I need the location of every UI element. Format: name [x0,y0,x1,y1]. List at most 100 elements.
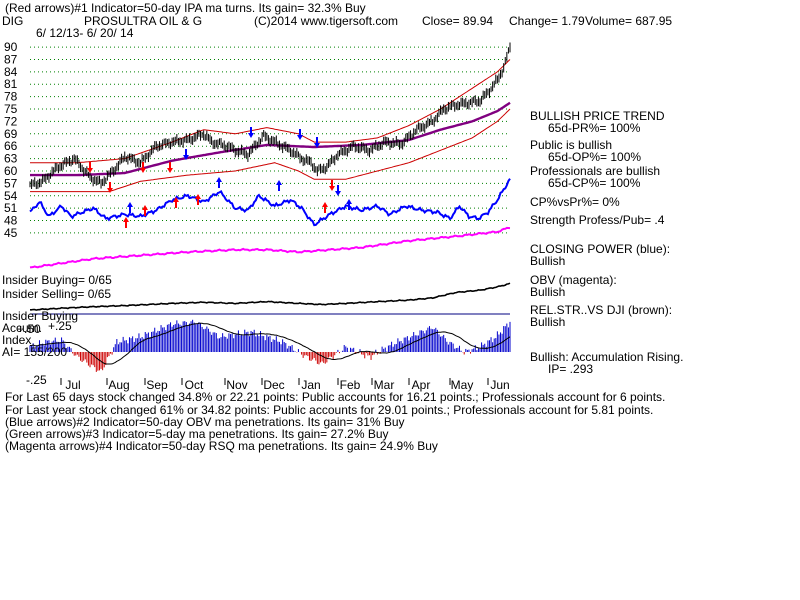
arrow-head [107,188,113,193]
arrow-head [322,202,328,207]
side-panel-line: Bullish [530,315,566,329]
side-panel-line: Public is bullish [530,138,613,152]
arrow-head [195,194,201,199]
buy-arrow-red [123,217,129,228]
arrow-head [123,217,129,222]
y-tick-label: 57 [4,176,18,190]
ticker-symbol: DIG [2,14,24,28]
y-tick-label: 51 [4,201,18,215]
y-tick-label: 90 [4,40,18,54]
side-panel-line: Professionals are bullish [530,164,661,178]
month-label: Oct [185,378,204,392]
copyright: (C)2014 www.tigersoft.com [254,14,399,28]
arrow-head [127,202,133,207]
arrow-head [216,177,222,182]
month-label: Jun [490,378,509,392]
y-tick-label: 75 [4,102,18,116]
month-label: Apr [412,378,431,392]
month-label: Jan [301,378,320,392]
sell-arrow-blue [314,137,320,148]
footer-indicator2: (Blue arrows)#2 Indicator=50-day OBV ma … [5,415,405,429]
indicator1-note: (Red arrows)#1 Indicator=50-day IPA ma t… [5,1,366,15]
side-panel-line: BULLISH PRICE TREND [530,109,665,123]
accum-plus50: +.50 [17,322,41,336]
sell-arrow-blue [248,127,254,138]
arrow-head [346,199,352,204]
footer-65-days: For Last 65 days stock changed 34.8% or … [5,390,666,404]
month-label: Jul [65,378,80,392]
arrow-head [297,135,303,140]
arrow-head [140,168,146,173]
y-tick-label: 78 [4,90,18,104]
insider-selling: Insider Selling= 0/65 [2,287,112,301]
relative-strength-line [30,282,511,311]
date-range: 6/ 12/13- 6/ 20/ 14 [36,26,134,40]
obv-line [29,226,511,269]
month-label: Feb [340,378,361,392]
buy-arrow-red [322,202,328,213]
ai-label: AI= 155/200 [2,345,68,359]
month-label: Dec [263,378,284,392]
month-label: May [451,378,474,392]
arrow-head [183,155,189,160]
y-tick-label: 87 [4,52,18,66]
side-panel-line: Strength Profess/Pub= .4 [530,213,665,227]
side-panel-line: CLOSING POWER (blue): [530,242,671,256]
volume: Volume= 687.95 [585,14,673,28]
footer-indicator4: (Magenta arrows)#4 Indicator=50-day RSQ … [5,439,438,453]
y-tick-label: 45 [4,226,18,240]
y-tick-label: 60 [4,164,18,178]
y-tick-label: 69 [4,127,18,141]
upper-band-line [30,59,511,164]
company-name: PROSULTRA OIL & G [84,14,203,28]
arrow-head [248,133,254,138]
y-tick-label: 81 [4,77,18,91]
arrow-head [167,168,173,173]
arrow-head [142,205,148,210]
arrow-head [329,186,335,191]
y-tick-label: 84 [4,65,18,79]
buy-arrow-blue [127,202,133,213]
arrow-head [87,168,93,173]
buy-arrow-blue [216,177,222,188]
sell-arrow-red [329,180,335,191]
arrow-head [276,180,282,185]
buy-arrow-red [195,194,201,205]
footer-last-year: For Last year stock changed 61% or 34.82… [5,403,654,417]
month-label: Mar [374,378,395,392]
side-panel-line: CP%vsPr%= 0% [530,195,620,209]
y-tick-label: 48 [4,214,18,228]
accum-plus25: +.25 [48,319,72,333]
buy-arrow-red [142,205,148,216]
side-panel-line: Bullish [530,285,566,299]
side-panel-line: 65d-OP%= 100% [548,150,642,164]
arrow-head [314,143,320,148]
side-panel-line: 65d-PR%= 100% [548,121,641,135]
sell-arrow-red [140,162,146,173]
y-tick-label: 63 [4,152,18,166]
index-label: Index [2,333,32,347]
sell-arrow-red [167,162,173,173]
side-panel-line: OBV (magenta): [530,273,617,287]
arrow-head [173,197,179,202]
sell-arrow-blue [183,149,189,160]
closing-power-line [29,178,511,227]
side-panel-line: Bullish [530,254,566,268]
footer-indicator3: (Green arrows)#3 Indicator=5-day ma pene… [5,427,389,441]
y-tick-label: 72 [4,114,18,128]
accum-minus25: -.25 [26,373,47,387]
price-change: Change= 1.79 [509,14,585,28]
buy-arrow-red [173,197,179,208]
month-label: Sep [146,378,168,392]
y-tick-label: 54 [4,189,18,203]
sell-arrow-blue [335,185,341,196]
sell-arrow-blue [297,129,303,140]
accum-moving-average [29,322,511,365]
y-tick-label: 66 [4,139,18,153]
month-label: Nov [226,378,247,392]
side-panel-line: IP= .293 [548,362,594,376]
sell-arrow-red [87,162,93,173]
arrow-head [335,191,341,196]
insider-buying: Insider Buying= 0/65 [2,273,112,287]
